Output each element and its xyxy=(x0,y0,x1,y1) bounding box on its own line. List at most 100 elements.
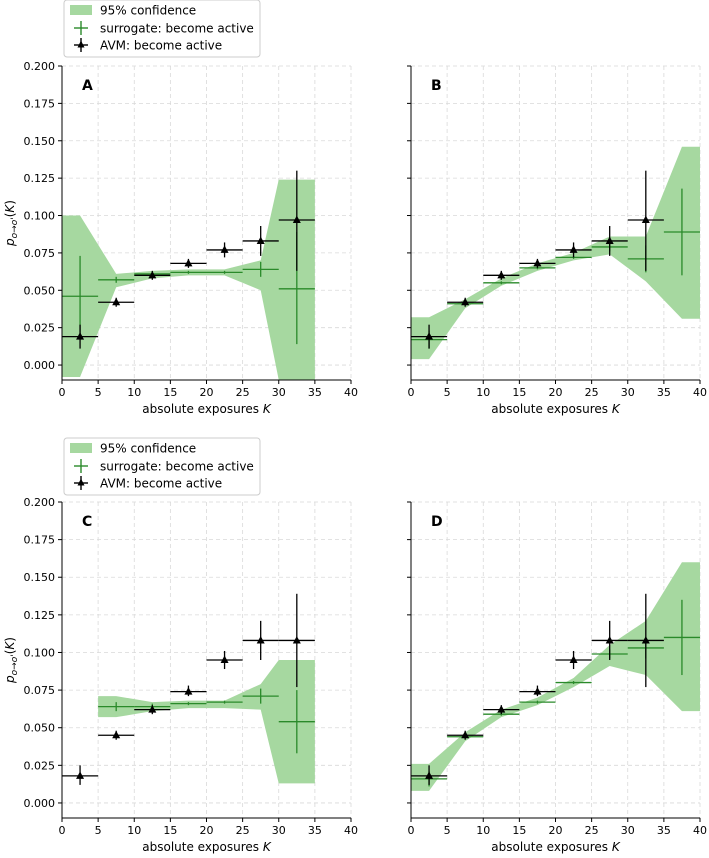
y-tick-label: 0.125 xyxy=(24,609,56,622)
x-axis-label: absolute exposures K xyxy=(491,402,621,416)
legend-confidence-label: 95% confidence xyxy=(100,4,196,18)
legend-confidence-swatch xyxy=(70,443,92,453)
x-tick-label: 25 xyxy=(585,386,599,399)
avm-point xyxy=(134,270,171,280)
x-tick-label: 10 xyxy=(476,824,490,837)
avm-marker xyxy=(112,730,121,739)
x-tick-label: 35 xyxy=(308,386,322,399)
panel-label: A xyxy=(82,78,93,94)
x-tick-label: 25 xyxy=(585,824,599,837)
y-tick-label: 0.025 xyxy=(24,759,56,772)
x-tick-label: 10 xyxy=(127,386,141,399)
x-tick-label: 15 xyxy=(163,386,177,399)
panel-d: 0 5 10 15 20 25 30 35 40 absolute exposures K D xyxy=(407,501,707,854)
avm-point xyxy=(170,258,207,268)
x-tick-label: 35 xyxy=(657,824,671,837)
legend-frame xyxy=(63,437,261,496)
avm-marker xyxy=(533,687,542,695)
avm-marker xyxy=(292,215,301,224)
avm-marker xyxy=(184,687,193,695)
x-tick-label: 40 xyxy=(693,386,707,399)
x-tick-label: 15 xyxy=(163,824,177,837)
legend-surrogate-marker xyxy=(74,459,88,473)
y-tick-label: 0.150 xyxy=(24,571,56,584)
panel-a: 0 5 10 15 20 25 30 35 40 0.000 0.025 0.050 0.075 0.10… xyxy=(3,60,358,416)
x-axis-label: absolute exposures K xyxy=(142,840,272,854)
avm-marker xyxy=(461,730,470,739)
panel-label: B xyxy=(431,78,442,94)
avm-point xyxy=(242,620,279,660)
avm-marker xyxy=(569,245,578,253)
y-tick-label: 0.050 xyxy=(24,722,56,735)
avm-point xyxy=(278,593,315,688)
x-tick-label: 15 xyxy=(512,824,526,837)
surrogate-point xyxy=(170,270,207,274)
avm-marker xyxy=(292,635,301,644)
y-tick-label: 0.125 xyxy=(24,172,56,185)
x-tick-label: 35 xyxy=(657,386,671,399)
avm-point xyxy=(483,705,520,715)
avm-point xyxy=(519,685,556,697)
x-tick-label: 0 xyxy=(408,386,415,399)
avm-point xyxy=(591,225,628,256)
avm-point xyxy=(555,242,592,258)
surrogate-point xyxy=(663,188,700,276)
x-tick-label: 0 xyxy=(408,824,415,837)
confidence-band xyxy=(411,562,700,791)
y-axis-label: po→o'(K) xyxy=(3,200,20,247)
avm-point xyxy=(278,170,315,271)
y-tick-label: 0.100 xyxy=(24,210,56,223)
y-tick-label: 0.050 xyxy=(24,284,56,297)
surrogate-point xyxy=(519,700,556,704)
avm-marker xyxy=(220,245,229,253)
x-tick-label: 40 xyxy=(693,824,707,837)
x-tick-label: 20 xyxy=(200,824,214,837)
legend-surrogate-marker xyxy=(74,21,88,35)
x-tick-label: 5 xyxy=(95,386,102,399)
avm-point xyxy=(98,730,135,740)
confidence-band xyxy=(411,146,700,360)
y-tick-label: 0.100 xyxy=(24,646,56,659)
surrogate-point xyxy=(663,599,700,676)
legend-avm-marker xyxy=(74,476,88,490)
avm-point xyxy=(411,324,448,349)
avm-marker xyxy=(605,236,614,244)
legend-avm-marker xyxy=(74,38,88,52)
surrogate-point xyxy=(242,688,279,704)
x-tick-label: 40 xyxy=(344,824,358,837)
avm-marker xyxy=(461,297,470,306)
y-tick-label: 0.075 xyxy=(24,247,56,260)
x-tick-label: 35 xyxy=(308,824,322,837)
avm-marker xyxy=(148,270,157,279)
surrogate-point xyxy=(278,690,315,754)
panel-b: 0 5 10 15 20 25 30 35 40 absolute exposures K B xyxy=(407,65,707,416)
legend-confidence-swatch xyxy=(70,5,92,15)
avm-marker xyxy=(148,705,157,713)
legend-surrogate-label: surrogate: become active xyxy=(100,22,254,36)
x-axis-label: absolute exposures K xyxy=(491,840,621,854)
y-tick-label: 0.150 xyxy=(24,135,56,148)
surrogate-point xyxy=(242,261,279,277)
avm-marker xyxy=(605,635,614,644)
avm-point xyxy=(170,685,207,697)
x-tick-label: 10 xyxy=(127,824,141,837)
surrogate-point xyxy=(170,702,207,706)
avm-point xyxy=(627,170,664,271)
avm-marker xyxy=(533,258,542,267)
y-tick-label: 0.000 xyxy=(24,797,56,810)
avm-marker xyxy=(112,297,121,306)
y-tick-label: 0.175 xyxy=(24,97,56,110)
panel-label: C xyxy=(82,514,92,530)
avm-marker xyxy=(425,332,434,340)
x-tick-label: 0 xyxy=(59,824,66,837)
avm-point xyxy=(483,270,520,280)
avm-marker xyxy=(76,771,85,779)
avm-marker xyxy=(76,332,85,340)
surrogate-point xyxy=(98,276,135,283)
surrogate-point xyxy=(555,681,592,685)
x-tick-label: 25 xyxy=(236,386,250,399)
surrogate-point xyxy=(98,702,135,712)
legend-bottom: 95% confidence surrogate: become active … xyxy=(63,437,261,496)
x-tick-label: 30 xyxy=(272,824,286,837)
avm-point xyxy=(519,258,556,268)
